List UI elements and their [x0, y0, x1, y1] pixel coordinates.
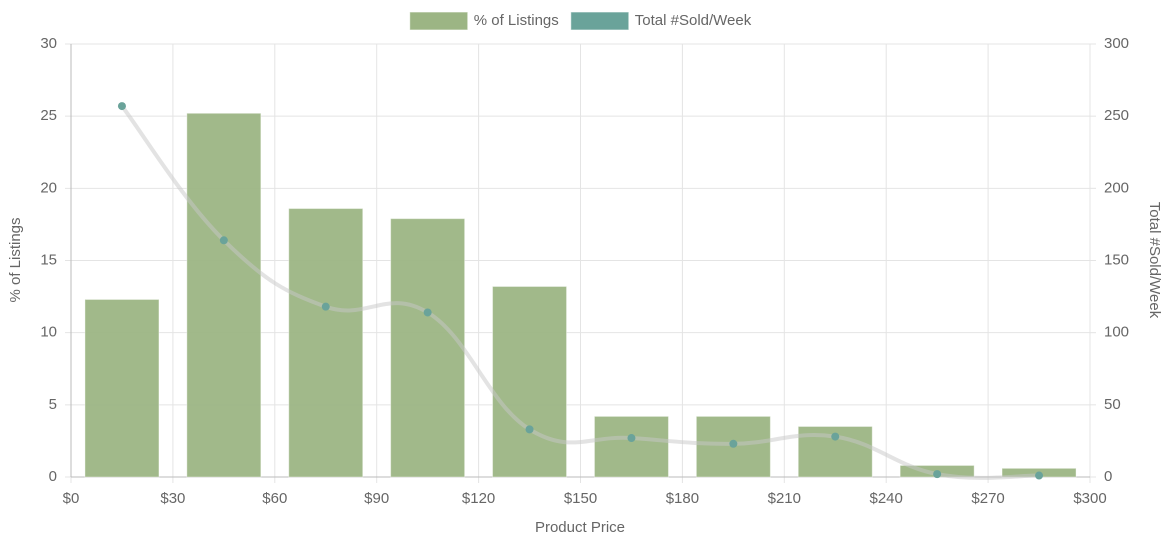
- point: [219, 236, 228, 245]
- x-tick-label: $300: [1073, 490, 1106, 507]
- y2-tick-label: 50: [1104, 396, 1121, 413]
- line: [120, 104, 1040, 480]
- y2-axis-title: Total #Sold/Week: [1146, 202, 1163, 319]
- x-tick-label: $0: [63, 490, 80, 507]
- y2-tick-label: 0: [1104, 468, 1112, 485]
- y-axis-title: % of Listings: [7, 217, 24, 302]
- x-axis-title: Product Price: [535, 519, 625, 536]
- x-tick-label: $60: [262, 490, 287, 507]
- bar: [390, 218, 466, 478]
- y-tick-label: 10: [40, 324, 57, 341]
- bar: [288, 208, 364, 478]
- point: [933, 470, 942, 479]
- y-tick-label: 20: [40, 179, 57, 196]
- bar: [492, 285, 568, 478]
- y2-tick-label: 100: [1104, 324, 1129, 341]
- y-tick-label: 30: [40, 35, 57, 52]
- point: [525, 425, 534, 434]
- x-tick-label: $120: [462, 490, 495, 507]
- legend-swatch: [570, 11, 630, 31]
- bar: [186, 112, 262, 478]
- x-tick-label: $90: [364, 490, 389, 507]
- x-tick-label: $240: [870, 490, 903, 507]
- x-tick-label: $210: [768, 490, 801, 507]
- y2-tick-label: 250: [1104, 107, 1129, 124]
- point: [321, 302, 330, 311]
- bar: [593, 415, 669, 478]
- point: [117, 102, 126, 111]
- y-tick-label: 25: [40, 107, 57, 124]
- y2-tick-label: 200: [1104, 179, 1129, 196]
- x-tick-label: $150: [564, 490, 597, 507]
- point: [831, 432, 840, 441]
- point: [423, 308, 432, 317]
- y-tick-label: 0: [49, 468, 57, 485]
- y-tick-label: 15: [40, 251, 57, 268]
- y2-tick-label: 300: [1104, 35, 1129, 52]
- legend-label: Total #Sold/Week: [635, 12, 752, 29]
- point: [1035, 471, 1044, 480]
- bar: [84, 298, 160, 478]
- x-tick-label: $30: [160, 490, 185, 507]
- point: [627, 434, 636, 443]
- x-tick-label: $270: [971, 490, 1004, 507]
- x-tick-label: $180: [666, 490, 699, 507]
- point: [729, 439, 738, 448]
- y-tick-label: 5: [49, 396, 57, 413]
- y2-tick-label: 150: [1104, 251, 1129, 268]
- legend-swatch: [409, 11, 469, 31]
- legend-label: % of Listings: [474, 12, 559, 29]
